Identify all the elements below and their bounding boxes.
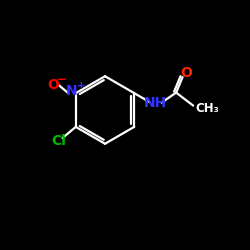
Text: O: O xyxy=(48,78,59,92)
Text: NH: NH xyxy=(144,96,168,110)
Text: N: N xyxy=(66,84,77,98)
Text: −: − xyxy=(57,74,67,86)
Text: Cl: Cl xyxy=(52,134,66,148)
Text: +: + xyxy=(77,81,86,91)
Text: CH₃: CH₃ xyxy=(196,102,220,115)
Text: O: O xyxy=(181,66,192,80)
